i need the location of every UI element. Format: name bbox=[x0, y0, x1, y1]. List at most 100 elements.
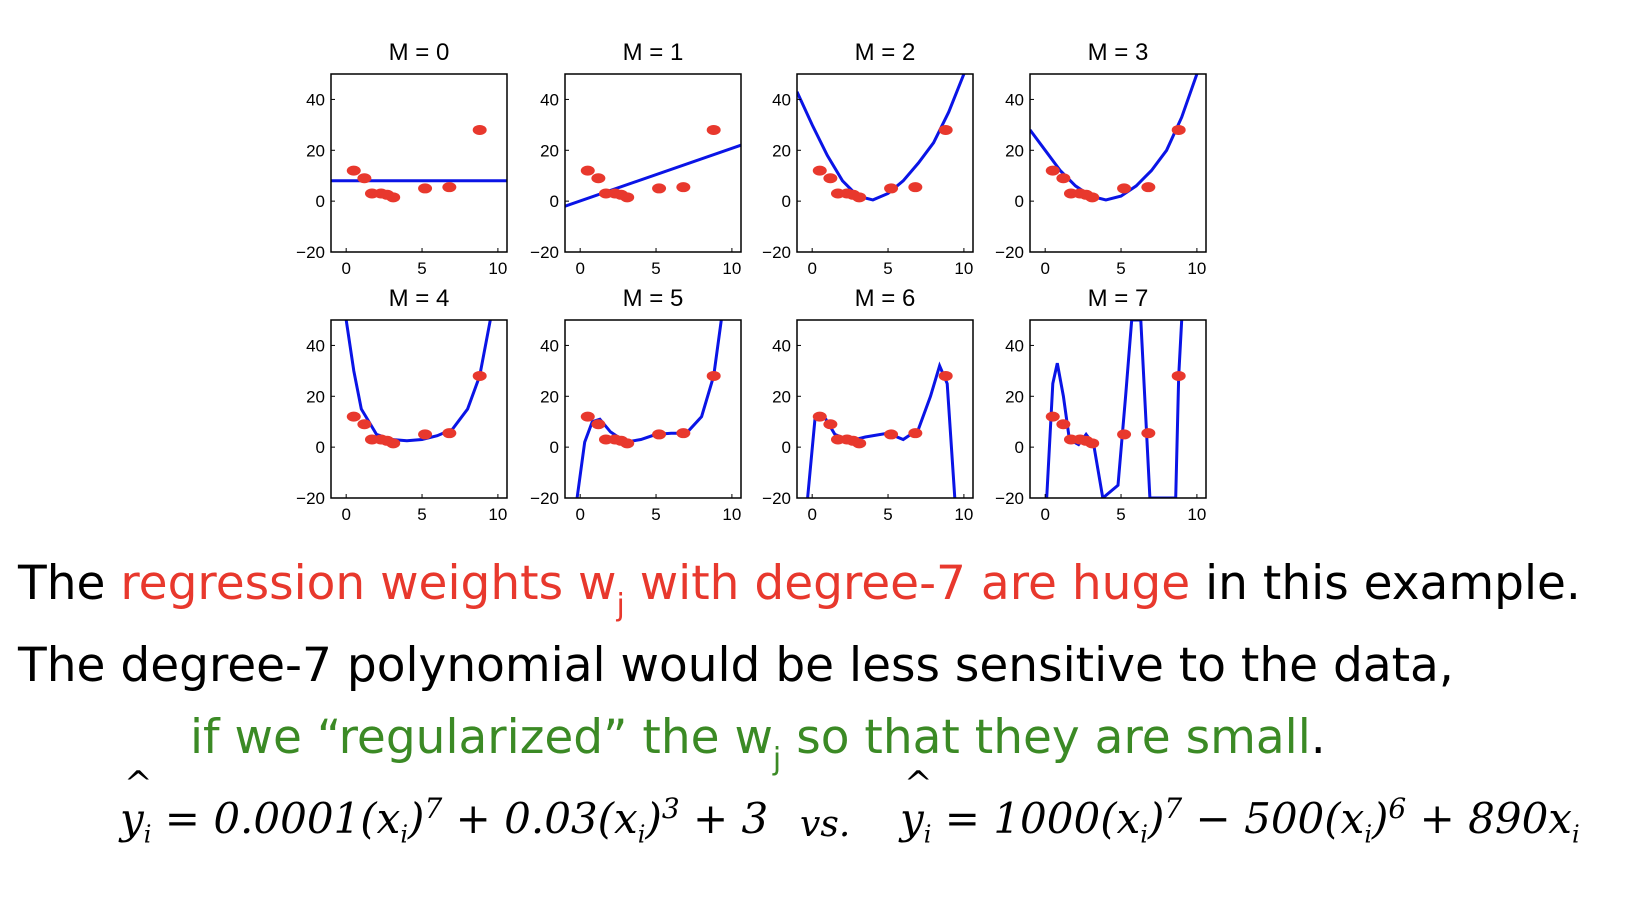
caption-line-2: The degree-7 polynomial would be less se… bbox=[18, 642, 1454, 689]
data-point bbox=[823, 173, 838, 184]
eq1-part-c: + 0.03(x bbox=[442, 794, 638, 843]
data-point bbox=[823, 419, 838, 430]
y-tick-label: 40 bbox=[772, 336, 791, 355]
data-point bbox=[884, 183, 899, 194]
data-point bbox=[442, 182, 457, 193]
x-tick-label: 5 bbox=[651, 505, 660, 524]
x-tick-label: 5 bbox=[651, 259, 660, 278]
panel-6: M = 6 −20 0 20 40 0 5 10 bbox=[762, 285, 974, 524]
data-point bbox=[1045, 165, 1060, 176]
x-tick-label: 5 bbox=[417, 505, 426, 524]
caption-line-2-text: The degree-7 polynomial would be less se… bbox=[18, 638, 1454, 693]
y-hat-symbol: y bbox=[120, 764, 152, 843]
caption-weights-subscript: j bbox=[616, 588, 625, 623]
data-point bbox=[620, 192, 635, 203]
plot-frame bbox=[564, 319, 742, 499]
caption-weights-text-2: with degree-7 are huge bbox=[624, 556, 1191, 611]
data-point bbox=[1045, 411, 1060, 422]
data-point bbox=[652, 429, 667, 440]
fit-curve bbox=[1030, 74, 1199, 202]
data-point bbox=[1141, 182, 1156, 193]
x-tick-label: 5 bbox=[883, 259, 892, 278]
data-point bbox=[938, 370, 953, 381]
y-hat-subscript-2: i bbox=[923, 820, 932, 849]
data-point bbox=[852, 438, 867, 449]
x-tick-label: 10 bbox=[1187, 505, 1206, 524]
data-point bbox=[1141, 428, 1156, 439]
data-point bbox=[1171, 124, 1186, 135]
data-point bbox=[676, 428, 691, 439]
panel-title: M = 1 bbox=[623, 39, 684, 66]
caption-regularized-highlight: if we “regularized” the wj so that they … bbox=[190, 710, 1311, 775]
y-tick-label: 40 bbox=[540, 336, 559, 355]
eq2-sub-c: i bbox=[1572, 820, 1580, 849]
plot-frame bbox=[330, 319, 508, 499]
data-point bbox=[908, 428, 923, 439]
y-hat-subscript: i bbox=[143, 820, 152, 849]
panel-title: M = 6 bbox=[855, 285, 916, 312]
x-tick-label: 10 bbox=[954, 505, 973, 524]
panel-title: M = 3 bbox=[1088, 39, 1149, 66]
eq1-part-b: ) bbox=[408, 794, 425, 843]
handwritten-equation-1: yi = 0.0001(xi)7 + 0.03(xi)3 + 3 bbox=[120, 764, 769, 849]
data-point bbox=[938, 124, 953, 135]
y-tick-label: 20 bbox=[1005, 141, 1024, 160]
y-tick-label: 0 bbox=[782, 438, 791, 457]
eq1-part-a: = 0.0001(x bbox=[164, 794, 401, 843]
x-tick-label: 0 bbox=[341, 259, 350, 278]
data-point bbox=[676, 182, 691, 193]
caption-line-1: The regression weights wj with degree-7 … bbox=[18, 560, 1581, 621]
panel-title: M = 0 bbox=[389, 39, 450, 66]
caption-weights-highlight: regression weights wj with degree-7 are … bbox=[120, 556, 1191, 621]
y-tick-label: 20 bbox=[540, 387, 559, 406]
y-tick-label: 40 bbox=[1005, 336, 1024, 355]
eq2-sub-a: i bbox=[1140, 820, 1148, 849]
y-tick-label: 0 bbox=[316, 192, 325, 211]
panel-7: M = 7 −20 0 20 40 0 5 10 bbox=[995, 285, 1207, 524]
y-tick-label: −20 bbox=[762, 489, 791, 508]
eq2-part-a: = 1000(x bbox=[944, 794, 1141, 843]
x-tick-label: 5 bbox=[1116, 259, 1125, 278]
plot-frame bbox=[564, 73, 742, 253]
polynomial-fit-charts: M = 0 −20 0 20 40 0 5 10 M = 1 −20 0 20 40 0 5 10 M = 2 −… bbox=[296, 39, 1207, 524]
data-point bbox=[884, 429, 899, 440]
data-point bbox=[591, 173, 606, 184]
data-point bbox=[346, 165, 361, 176]
eq1-exp-7: 7 bbox=[424, 792, 443, 825]
y-tick-label: 20 bbox=[772, 387, 791, 406]
y-tick-label: 0 bbox=[1015, 438, 1024, 457]
eq2-close-a: ) bbox=[1147, 794, 1165, 843]
fit-curve bbox=[344, 320, 492, 443]
x-tick-label: 10 bbox=[722, 505, 741, 524]
eq1-part-d: + 3 bbox=[679, 794, 769, 843]
eq2-close-b: ) bbox=[1372, 794, 1389, 843]
y-tick-label: 0 bbox=[550, 192, 559, 211]
y-tick-label: −20 bbox=[995, 243, 1024, 262]
x-tick-label: 10 bbox=[722, 259, 741, 278]
x-tick-label: 5 bbox=[1116, 505, 1125, 524]
x-tick-label: 0 bbox=[807, 259, 816, 278]
fit-curve bbox=[565, 143, 741, 208]
x-tick-label: 0 bbox=[341, 505, 350, 524]
data-point bbox=[580, 165, 595, 176]
eq2-exp-6: 6 bbox=[1388, 792, 1407, 825]
eq1-part-b2: ) bbox=[645, 794, 662, 843]
data-point bbox=[908, 182, 923, 193]
eq1-sub-a: i bbox=[400, 820, 409, 849]
caption-line-3: if we “regularized” the wj so that they … bbox=[190, 714, 1326, 775]
fit-curve bbox=[797, 74, 966, 202]
y-tick-label: 40 bbox=[540, 90, 559, 109]
y-tick-label: −20 bbox=[296, 489, 325, 508]
eq1-sub-b: i bbox=[637, 820, 646, 849]
y-tick-label: −20 bbox=[296, 243, 325, 262]
y-tick-label: −20 bbox=[530, 243, 559, 262]
x-tick-label: 10 bbox=[488, 259, 507, 278]
y-tick-label: 20 bbox=[306, 141, 325, 160]
eq2-part-c: + 890x bbox=[1406, 794, 1572, 843]
x-tick-label: 5 bbox=[417, 259, 426, 278]
caption-line-3-end: . bbox=[1310, 710, 1326, 765]
y-hat-symbol-2: y bbox=[900, 764, 932, 843]
y-tick-label: 0 bbox=[1015, 192, 1024, 211]
fit-curve bbox=[1045, 320, 1184, 498]
panel-0: M = 0 −20 0 20 40 0 5 10 bbox=[296, 39, 508, 278]
